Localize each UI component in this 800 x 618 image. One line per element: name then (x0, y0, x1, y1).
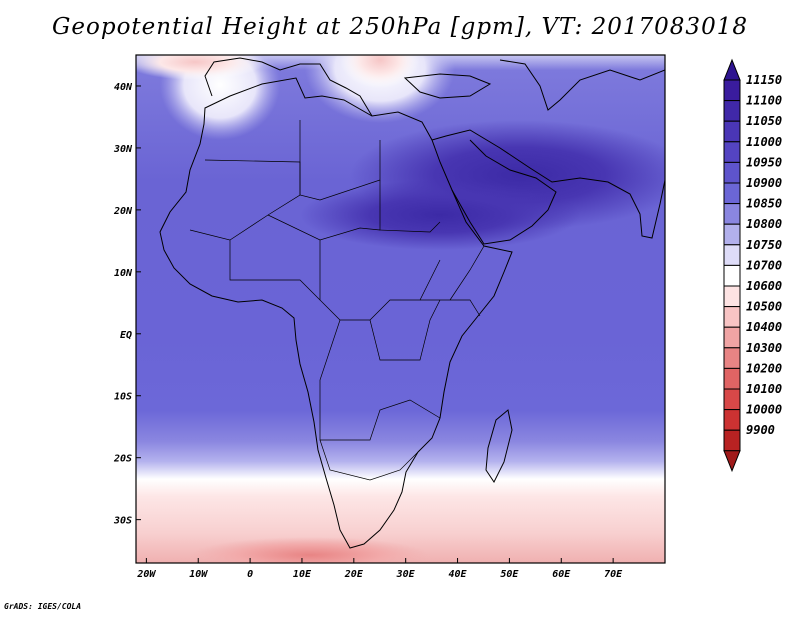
lon-tick-label: 50E (500, 569, 519, 580)
colorbar-label: 10800 (746, 217, 782, 231)
colorbar-label: 10200 (746, 361, 782, 375)
colorbar-label: 10700 (746, 258, 782, 272)
colorbar-swatch (723, 429, 741, 452)
colorbar-swatch (723, 285, 741, 308)
colorbar-label: 10400 (746, 320, 782, 334)
colorbar-label: 10300 (746, 341, 782, 355)
colorbar-label: 11000 (746, 135, 782, 149)
colorbar-swatch (723, 264, 741, 287)
colorbar-label: 10000 (746, 403, 782, 417)
colorbar-swatch (723, 388, 741, 411)
lat-tick-label: EQ (120, 330, 132, 341)
colorbar-top-arrow (723, 58, 741, 81)
colorbar-swatch (723, 203, 741, 225)
lon-tick-label: 20W (136, 569, 156, 580)
lon-tick-label: 0 (247, 569, 253, 580)
lat-tick-label: 30S (113, 516, 132, 527)
colorbar-swatch (723, 141, 741, 163)
colorbar-label: 10750 (746, 238, 782, 252)
colorbar-label: 10950 (746, 155, 782, 169)
colorbar-swatch (723, 326, 741, 349)
colorbar-label: 10600 (746, 279, 782, 293)
colorbar-label: 11050 (746, 114, 782, 128)
colorbar-swatch (723, 367, 741, 390)
lon-tick-label: 70E (604, 569, 623, 580)
lon-tick-label: 30E (396, 569, 416, 580)
colorbar-swatch (723, 79, 741, 102)
plot-frame (135, 54, 666, 564)
colorbar-label: 9900 (746, 423, 775, 437)
colorbar-swatch (723, 306, 741, 328)
colorbar-swatch (723, 182, 741, 205)
colorbar-bottom-arrow (723, 450, 741, 473)
colorbar-label: 10850 (746, 197, 782, 211)
coastlines (159, 57, 665, 549)
colorbar-label: 11150 (746, 73, 782, 87)
shaded-field (136, 55, 665, 563)
colorbar-label: 11100 (746, 94, 782, 108)
colorbar-swatch (723, 120, 741, 143)
colorbar-swatch (723, 100, 741, 122)
colorbar-swatch (723, 161, 741, 184)
lon-tick-label: 60E (552, 569, 571, 580)
lon-tick-label: 20E (344, 569, 364, 580)
latitude-axis: 40N 30N 20N 10N EQ 10S 20S 30S (113, 82, 141, 527)
lat-tick-label: 40N (114, 82, 133, 93)
lat-tick-label: 20N (113, 206, 133, 217)
lon-tick-label: 40E (449, 569, 468, 580)
grads-credit: GrADS: IGES/COLA (4, 602, 82, 611)
lon-tick-label: 10W (189, 569, 208, 580)
lon-tick-label: 10E (293, 569, 312, 580)
lat-tick-label: 10N (114, 268, 133, 279)
longitude-axis: 20W 10W 0 10E 20E 30E 40E 50E 60E 70E (136, 558, 623, 580)
colorbar-swatch (723, 347, 741, 369)
colorbar-label: 10100 (746, 382, 782, 396)
colorbar-label: 10900 (746, 176, 782, 190)
colorbar: 11150 11100 11050 11000 10950 10900 10850 10800… (723, 58, 782, 473)
colorbar-swatch (723, 409, 741, 431)
colorbar-label: 10500 (746, 300, 782, 314)
colorbar-swatch (723, 244, 741, 266)
map-title: Geopotential Height at 250hPa [gpm], VT:… (52, 14, 748, 40)
lat-tick-label: 30N (113, 144, 133, 155)
lat-tick-label: 10S (114, 392, 132, 403)
lat-tick-label: 20S (113, 454, 132, 465)
colorbar-swatch (723, 223, 741, 246)
country-borders (189, 120, 485, 481)
